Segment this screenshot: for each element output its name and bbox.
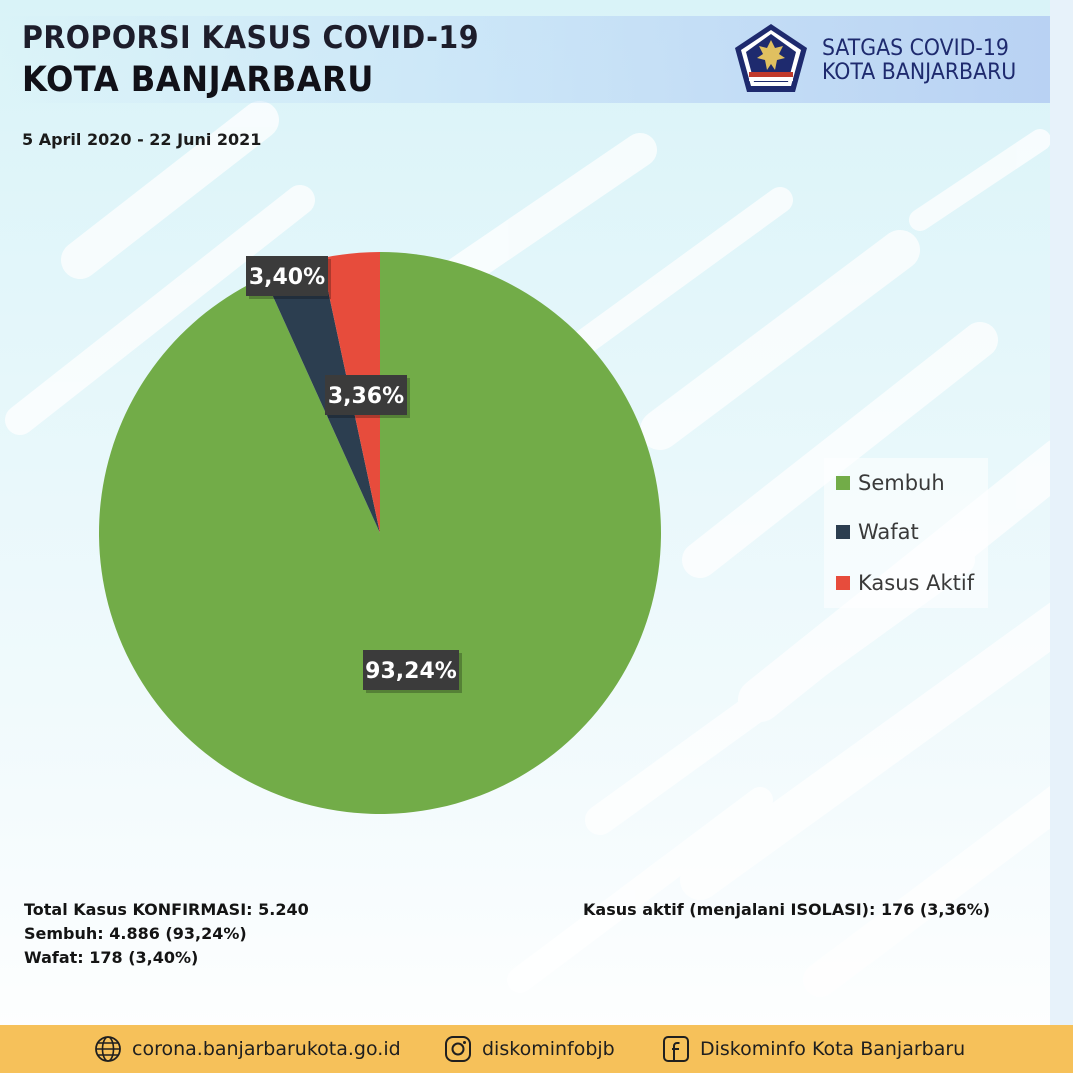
- instagram-icon: [445, 1036, 471, 1062]
- chart-legend: Sembuh Wafat Kasus Aktif: [824, 458, 988, 608]
- stat-sembuh: Sembuh: 4.886 (93,24%): [24, 924, 247, 943]
- org-name-line2: KOTA BANJARBARU: [822, 60, 1017, 85]
- pie-slice-wafat: [264, 258, 380, 533]
- facebook-icon: [663, 1036, 689, 1062]
- legend-label: Kasus Aktif: [858, 571, 975, 595]
- legend-swatch: [836, 576, 850, 590]
- footer-instagram-text: diskominfobjb: [482, 1038, 615, 1060]
- legend-swatch: [836, 476, 850, 490]
- footer: corona.banjarbarukota.go.id diskominfobj…: [0, 1025, 1073, 1073]
- legend-item-wafat: Wafat: [836, 519, 919, 545]
- date-range: 5 April 2020 - 22 Juni 2021: [22, 130, 262, 149]
- data-label-sembuh: 93,24%: [363, 650, 462, 693]
- globe-icon: [95, 1036, 121, 1062]
- data-label-text: 3,40%: [249, 265, 325, 290]
- page-title-line2: KOTA BANJARBARU: [22, 60, 374, 100]
- legend-item-sembuh: Sembuh: [836, 470, 945, 496]
- footer-facebook-text: Diskominfo Kota Banjarbaru: [700, 1038, 966, 1060]
- legend-swatch: [836, 525, 850, 539]
- stat-aktif: Kasus aktif (menjalani ISOLASI): 176 (3,…: [583, 900, 991, 919]
- footer-facebook[interactable]: Diskominfo Kota Banjarbaru: [662, 1035, 965, 1063]
- data-label-kasus-aktif: 3,36%: [325, 375, 410, 418]
- legend-label: Sembuh: [858, 471, 945, 495]
- stats-summary: Total Kasus KONFIRMASI: 5.240 Sembuh: 4.…: [24, 898, 309, 970]
- garuda-emblem-icon: [735, 24, 807, 92]
- footer-website[interactable]: corona.banjarbarukota.go.id: [94, 1035, 401, 1063]
- legend-label: Wafat: [858, 520, 919, 544]
- stat-wafat: Wafat: 178 (3,40%): [24, 948, 199, 967]
- data-label-text: 3,36%: [328, 384, 404, 409]
- footer-instagram[interactable]: diskominfobjb: [444, 1035, 615, 1063]
- data-label-text: 93,24%: [365, 659, 457, 684]
- stat-total: Total Kasus KONFIRMASI: 5.240: [24, 900, 309, 919]
- data-label-wafat: 3,40%: [246, 256, 331, 299]
- page-title-line1: PROPORSI KASUS COVID-19: [22, 20, 480, 56]
- org-name-line1: SATGAS COVID-19: [822, 36, 1009, 61]
- footer-website-text: corona.banjarbarukota.go.id: [132, 1038, 401, 1060]
- legend-item-kasus-aktif: Kasus Aktif: [836, 570, 974, 596]
- header-band: [0, 16, 1050, 103]
